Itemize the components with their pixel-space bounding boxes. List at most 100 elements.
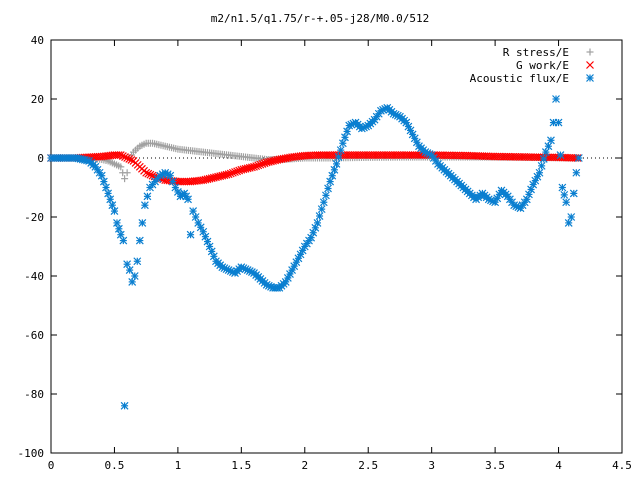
data-point [564,218,573,227]
x-tick-label: 4.5 [612,459,632,472]
data-point [148,171,157,180]
data-point [135,236,144,245]
data-point [544,142,553,151]
y-tick-label: -80 [24,388,44,401]
y-tick-label: 0 [37,152,44,165]
data-point [191,213,200,221]
series-layer [47,95,583,410]
data-point [535,168,544,177]
y-tick-label: -100 [18,447,45,460]
data-point [110,207,119,216]
plot-frame [50,39,623,454]
data-point [168,177,177,186]
data-point [144,169,153,178]
y-tick-label: -20 [24,211,44,224]
data-point [556,151,565,159]
data-point [102,183,110,192]
data-point [250,162,258,171]
data-point [539,155,548,163]
data-point [121,175,129,183]
legend-label: Acoustic flux/E [470,72,569,85]
data-point [334,153,343,161]
x-tick-label: 1 [175,459,182,472]
x-tick-label: 3 [428,459,435,472]
legend-marker [586,48,594,56]
data-point [567,213,576,221]
data-point [140,201,149,210]
y-tick-label: 20 [31,93,44,106]
data-point [99,177,108,186]
data-point [233,167,242,176]
series-2 [47,95,583,410]
data-point [116,151,125,159]
data-point [569,189,578,198]
data-point [552,95,560,103]
data-point [97,171,106,180]
data-point [138,218,147,227]
data-point [562,198,571,207]
y-tick-label: -40 [24,270,44,283]
data-point [256,160,265,169]
data-point [118,152,127,160]
data-point [125,155,134,163]
data-point [123,169,131,177]
data-point [127,156,136,164]
legend-label: R stress/E [503,46,569,59]
data-point [313,218,322,227]
data-point [184,195,192,204]
data-point [104,189,113,198]
y-tick-label: -60 [24,329,44,342]
data-point [116,230,125,239]
data-point [343,127,351,136]
data-point [186,230,195,239]
chart-title: m2/n1.5/q1.75/r-+.05-j28/M0.0/512 [211,12,430,25]
y-tick-label: 40 [31,34,44,47]
data-point [123,260,132,269]
legend-marker [586,74,594,82]
data-point [326,177,335,186]
data-point [322,191,330,200]
data-point [142,168,151,177]
data-point [527,185,535,194]
x-tick-label: 2.5 [358,459,378,472]
data-point [336,146,345,155]
x-tick-label: 0 [48,459,55,472]
data-point [338,139,347,148]
data-point [315,212,324,220]
legend-marker [586,61,594,69]
data-point [537,161,546,170]
data-point [226,169,235,178]
data-point [189,207,198,216]
data-point [317,205,326,214]
data-point [128,277,137,286]
data-point [117,163,125,171]
x-tick-label: 2 [301,459,308,472]
data-point [252,162,261,171]
data-point [558,183,567,192]
data-point [298,246,307,255]
x-tick-label: 4 [555,459,562,472]
data-point [319,198,328,207]
data-point [574,154,583,162]
data-point [541,148,550,157]
data-point [130,272,139,280]
data-point [133,257,142,266]
data-point [114,224,123,233]
data-point [330,165,339,174]
data-point [547,136,555,145]
data-point [146,170,155,179]
data-point [231,168,239,176]
x-tick-label: 1.5 [231,459,251,472]
x-tick-label: 0.5 [105,459,125,472]
data-point [113,218,121,227]
data-point [328,171,337,180]
data-point [332,159,341,168]
data-point [108,201,117,210]
data-point [560,190,569,199]
data-point [341,133,349,142]
data-point [166,171,175,180]
data-point [228,168,237,177]
